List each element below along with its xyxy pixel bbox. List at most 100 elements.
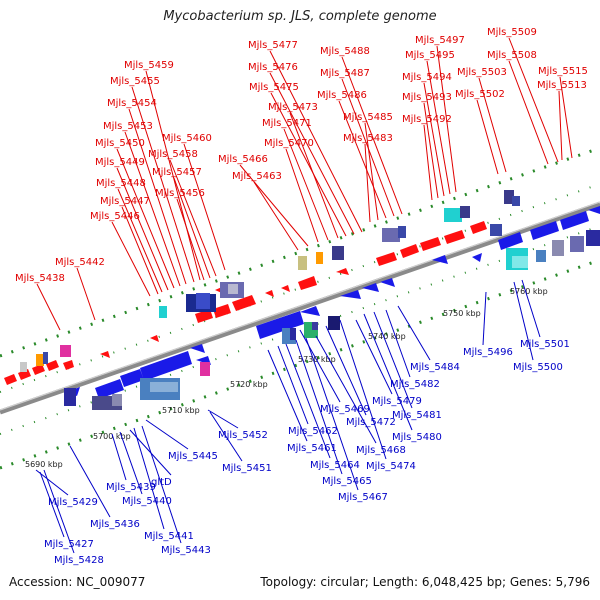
gene-callout-line	[364, 143, 371, 223]
tick-row-outer-top	[0, 146, 600, 358]
gene-callout-line	[269, 50, 363, 233]
gene-box	[552, 240, 564, 256]
gene-arrow-red	[400, 244, 419, 258]
gene-arrow-red	[232, 295, 256, 311]
gene-callout-line	[69, 445, 111, 518]
gene-label-bottom: Mjls_5452	[218, 430, 268, 441]
gene-label-top: Mjls_5457	[152, 167, 202, 178]
gene-label-top: Mjls_5488	[320, 46, 370, 57]
gene-arrow-blue	[380, 278, 395, 287]
gene-label-bottom: Mjls_5462	[288, 426, 338, 437]
gene-callout-line	[305, 337, 359, 491]
gene-label-bottom: Mjls_5500	[513, 362, 563, 373]
kbp-mark: 5690 kbp	[25, 460, 63, 469]
gene-label-bottom: Mjls_5469	[320, 404, 370, 415]
gene-callout-line	[207, 409, 239, 429]
gene-callout-line	[423, 124, 433, 201]
gene-callout-line	[325, 325, 367, 416]
gene-arrow-red	[336, 268, 349, 275]
gene-box	[382, 228, 400, 242]
gene-label-top: Mjls_5494	[402, 72, 452, 83]
top-strand-gene-labels: Mjls_5438 Mjls_5442 Mjls_5446 Mjls_5447 Mjls…	[15, 27, 588, 331]
gene-callout-line	[476, 99, 499, 175]
gene-label-top: Mjls_5446	[90, 211, 140, 222]
gene-callout-line	[145, 419, 189, 450]
gene-label-bottom: Mjls_5482	[390, 379, 440, 390]
gene-label-top: Mjls_5475	[249, 82, 299, 93]
gene-label-top: Mjls_5513	[537, 80, 587, 91]
gene-arrow-red	[470, 221, 487, 234]
gene-box	[20, 362, 27, 372]
gene-arrow-blue	[120, 369, 144, 387]
gene-label-bottom: Mjls_5464	[310, 460, 360, 471]
gene-arrow-red	[150, 335, 159, 342]
gene-label-top: Mjls_5515	[538, 66, 588, 77]
gene-label-top: Mjls_5447	[100, 196, 150, 207]
gene-box	[159, 306, 167, 318]
gene-box	[316, 252, 323, 264]
gene-label-top: Mjls_5450	[95, 138, 145, 149]
gene-label-bottom: Mjls_5429	[48, 497, 98, 508]
gene-label-top: Mjls_5497	[415, 35, 465, 46]
gene-callout-line	[176, 198, 205, 281]
gene-label-top: Mjls_5487	[320, 68, 370, 79]
gene-box	[536, 250, 546, 262]
gene-callout-line	[121, 206, 159, 295]
gene-box	[150, 382, 178, 392]
gene-callout-line	[423, 82, 445, 197]
gene-label-top: Mjls_5458	[148, 149, 198, 160]
top-strand-boxes	[20, 190, 520, 372]
gene-box	[312, 322, 318, 330]
gene-label-bottom: Mjls_5474	[366, 461, 416, 472]
gene-label-bottom: Mjls_5468	[356, 445, 406, 456]
gene-label-top: Mjls_5460	[162, 133, 212, 144]
gene-callout-line	[283, 128, 329, 241]
top-strand-arrows	[4, 221, 487, 385]
gene-callout-line	[385, 309, 411, 378]
accession-label: Accession: NC_009077	[9, 575, 146, 589]
gene-label-top: Mjls_5438	[15, 273, 65, 284]
gene-label-top: Mjls_5449	[95, 157, 145, 168]
gene-callout-line	[508, 37, 559, 163]
gene-arrow-blue	[362, 283, 379, 292]
gene-arrow-red	[298, 276, 317, 290]
gene-callout-line	[116, 167, 169, 291]
gene-arrow-red	[4, 374, 17, 385]
gene-box	[570, 236, 584, 252]
gene-box	[290, 328, 296, 340]
gene-label-bottom: Mjls_5441	[144, 531, 194, 542]
gene-callout-line	[76, 267, 96, 321]
gene-box	[112, 394, 122, 406]
gene-callout-line	[478, 77, 507, 173]
gene-label-top: Mjls_5508	[487, 50, 537, 61]
gene-callout-line	[513, 281, 534, 361]
gene-arrow-red	[63, 360, 74, 370]
genome-backbone	[0, 201, 600, 415]
gene-callout-line	[423, 102, 439, 199]
gene-arrow-blue	[432, 255, 448, 264]
gene-callout-line	[558, 90, 563, 161]
gene-box	[504, 190, 514, 204]
gene-label-top: Mjls_5485	[343, 112, 393, 123]
gene-arrow-blue	[190, 344, 205, 353]
gene-label-bottom: Mjls_5480	[392, 432, 442, 443]
gene-box	[460, 206, 470, 218]
gene-callout-line	[426, 60, 451, 195]
gene-callout-line	[117, 188, 163, 293]
bottom-strand-arrows	[66, 206, 600, 399]
gene-callout-line	[341, 56, 403, 215]
tick-row-outer-bottom	[0, 258, 600, 470]
gene-label-bottom: Mjls_5436	[90, 519, 140, 530]
gene-label-top: Mjls_5448	[96, 178, 146, 189]
gene-callout-line	[124, 131, 181, 287]
gene-callout-line	[364, 122, 379, 221]
bottom-strand-gene-labels: Mjls_5429 Mjls_5436 Mjls_5427 Mjls_5428 Mjls…	[35, 279, 570, 566]
gene-label-bottom: Mjls_5501	[520, 339, 570, 350]
gene-box	[328, 316, 340, 330]
gene-box	[444, 208, 462, 222]
gene-box	[586, 230, 600, 246]
gene-callout-line	[373, 311, 413, 409]
gene-label-bottom: Mjls_5481	[392, 410, 442, 421]
topology-label: Topology: circular; Length: 6,048,425 bp…	[260, 575, 590, 589]
gene-arrow-red	[376, 252, 397, 266]
